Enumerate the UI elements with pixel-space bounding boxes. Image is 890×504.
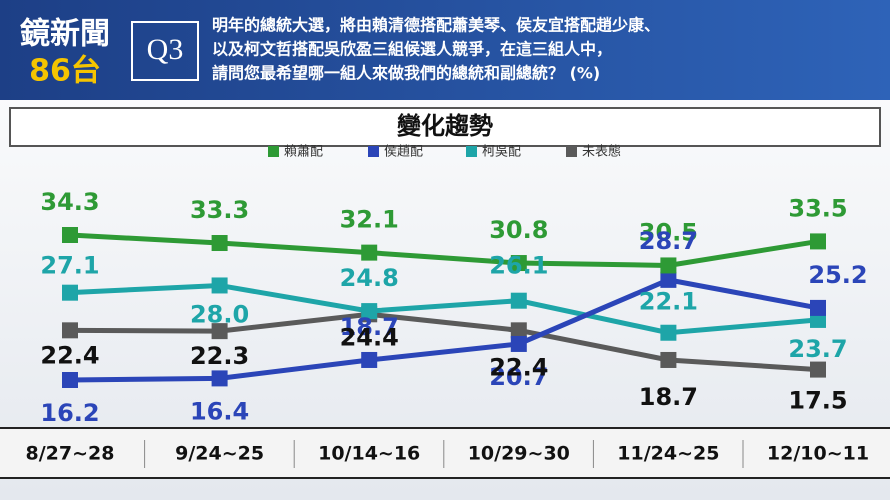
data-point <box>62 322 78 339</box>
data-point <box>510 292 527 309</box>
logo-top: 鏡新聞 <box>20 17 110 52</box>
data-label: 34.3 <box>40 188 99 216</box>
data-label: 25.2 <box>808 261 867 289</box>
data-point <box>810 311 826 328</box>
series-line <box>69 277 819 383</box>
data-point <box>211 370 228 387</box>
data-point <box>810 233 826 250</box>
data-point <box>361 244 378 261</box>
series-line <box>69 232 819 268</box>
x-tick-label: 10/29~30 <box>468 443 570 465</box>
series-line <box>69 282 819 336</box>
series-line <box>69 311 819 373</box>
data-point <box>361 351 378 368</box>
data-label: 27.1 <box>40 252 99 280</box>
data-label: 18.7 <box>340 313 399 341</box>
question-line: 以及柯文哲搭配吳欣盈三組候選人競爭，在這三組人中， <box>212 40 612 59</box>
data-point <box>361 303 378 320</box>
data-label: 22.4 <box>40 341 99 369</box>
legend-swatch <box>566 146 577 157</box>
legend-swatch <box>268 146 279 157</box>
x-tick-label: 12/10~11 <box>767 443 869 465</box>
x-axis-band <box>0 428 890 478</box>
x-tick-label: 11/24~25 <box>617 443 719 465</box>
question-line: 明年的總統大選，將由賴清德搭配蕭美琴、侯友宜搭配趙少康、 <box>212 16 660 35</box>
data-label: 30.8 <box>489 216 548 244</box>
legend-swatch <box>368 146 379 157</box>
data-point <box>660 271 677 288</box>
data-label: 22.4 <box>489 353 548 381</box>
data-point <box>211 235 228 252</box>
x-tick-label: 9/24~25 <box>175 443 264 465</box>
data-point <box>510 255 527 272</box>
data-point <box>62 284 78 301</box>
data-label: 33.5 <box>788 194 847 222</box>
data-point <box>510 335 527 352</box>
data-point <box>660 257 677 274</box>
data-point <box>810 299 826 316</box>
legend-label: 侯趙配 <box>384 144 423 160</box>
legend-label: 賴蕭配 <box>284 145 323 160</box>
data-label: 32.1 <box>340 206 399 234</box>
x-tick-label: 10/14~16 <box>318 443 420 465</box>
chart-title: 變化趨勢 <box>397 112 493 140</box>
data-point <box>810 361 826 378</box>
data-label: 17.5 <box>788 387 847 415</box>
question-box <box>131 21 199 81</box>
data-label: 23.7 <box>788 335 847 363</box>
data-point <box>211 323 228 340</box>
data-label: 18.7 <box>639 383 698 411</box>
legend-label: 未表態 <box>582 144 621 160</box>
data-point <box>660 324 677 341</box>
question-number: Q3 <box>147 33 184 66</box>
data-label: 16.2 <box>40 399 99 427</box>
title-box <box>9 107 881 147</box>
data-label: 22.3 <box>190 342 249 370</box>
data-point <box>62 372 78 388</box>
data-label: 26.1 <box>489 252 548 280</box>
data-point <box>660 351 677 368</box>
data-point <box>211 277 228 294</box>
data-label: 16.4 <box>190 397 249 425</box>
data-point <box>510 322 527 339</box>
data-label: 30.5 <box>639 218 698 246</box>
data-label: 33.3 <box>190 196 249 224</box>
legend-label: 柯吳配 <box>482 145 521 160</box>
data-label: 24.8 <box>340 264 399 292</box>
question-line: 請問您最希望哪一組人來做我們的總統和副總統？ (%) <box>212 64 600 83</box>
data-label: 28.0 <box>190 300 249 328</box>
data-label: 22.1 <box>639 288 698 316</box>
data-label: 20.7 <box>489 363 548 391</box>
data-label: 28.7 <box>639 227 698 255</box>
data-point <box>62 227 78 243</box>
x-tick-label: 8/27~28 <box>26 443 115 465</box>
logo-bottom: 86台 <box>29 54 101 89</box>
data-label: 24.4 <box>340 323 399 351</box>
header-bar <box>0 0 890 100</box>
legend-swatch <box>466 146 477 157</box>
